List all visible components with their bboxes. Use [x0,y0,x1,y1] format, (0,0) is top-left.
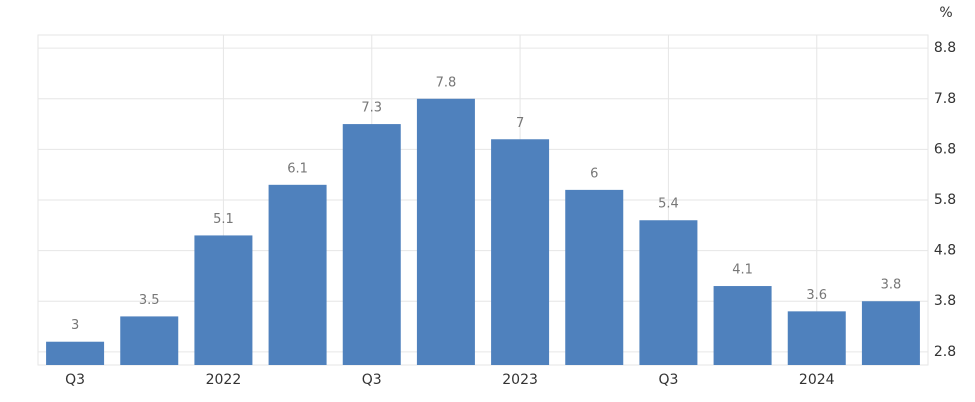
value-label: 4.1 [732,263,753,278]
bar [713,286,772,365]
y-tick-label: 4.8 [934,243,956,259]
bar [565,189,624,365]
bar [787,311,846,365]
bar [268,184,327,365]
x-tick-label: 2022 [206,372,242,388]
unit-label: % [939,5,952,21]
bar [46,341,105,365]
x-tick-label: Q3 [362,372,382,388]
value-label: 6.1 [287,161,308,176]
value-label: 3.6 [806,288,827,303]
x-tick-label: Q3 [65,372,85,388]
value-label: 5.4 [658,197,679,212]
y-tick-label: 3.8 [934,293,956,309]
value-label: 7.8 [436,75,457,90]
value-label: 3.5 [139,293,160,308]
x-tick-label: 2023 [502,372,538,388]
value-label: 3 [71,318,79,333]
bar [342,124,401,365]
x-tick-label: Q3 [658,372,678,388]
y-tick-label: 7.8 [934,91,956,107]
bar [194,235,253,365]
y-tick-label: 5.8 [934,192,956,208]
y-tick-label: 8.8 [934,40,956,56]
value-label: 3.8 [881,278,902,293]
bar [639,220,698,365]
y-tick-label: 6.8 [934,141,956,157]
value-label: 5.1 [213,212,234,227]
y-tick-label: 2.8 [934,344,956,360]
bar [416,98,475,365]
value-label: 6 [590,166,598,181]
value-label: 7 [516,116,524,131]
bar [491,139,550,365]
x-tick-label: 2024 [799,372,835,388]
value-label: 7.3 [361,101,382,116]
bar [861,301,920,365]
bar [120,316,179,365]
